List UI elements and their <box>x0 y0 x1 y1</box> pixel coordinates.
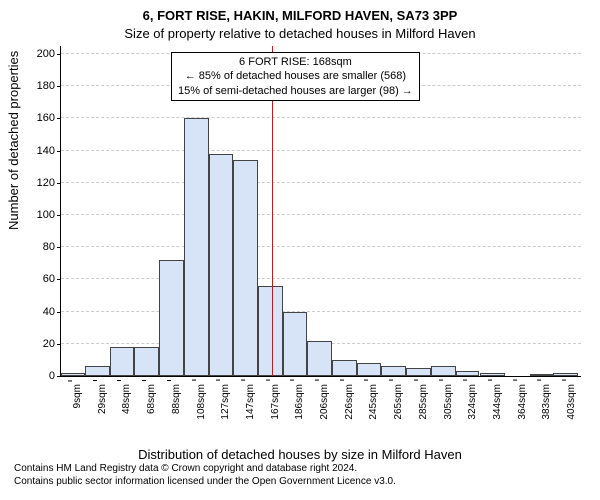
gridline <box>61 117 581 118</box>
x-tick-label: 48sqm <box>121 384 132 414</box>
plot-area: 0204060801001201401601802009sqm29sqm48sq… <box>60 46 581 377</box>
x-tick-label: 245sqm <box>368 384 379 420</box>
histogram-bar <box>456 371 480 376</box>
x-tick-label: 285sqm <box>418 384 429 420</box>
histogram-bar <box>283 312 307 376</box>
histogram-bar <box>134 347 159 376</box>
histogram-bar <box>332 360 357 376</box>
x-tick-label: 206sqm <box>319 384 330 420</box>
histogram-bar <box>110 347 134 376</box>
gridline <box>61 246 581 247</box>
y-tick-label: 20 <box>43 338 61 350</box>
x-tick-label: 88sqm <box>171 384 182 414</box>
histogram-bar <box>85 366 110 376</box>
gridline <box>61 214 581 215</box>
chart-subtitle: Size of property relative to detached ho… <box>0 26 600 41</box>
y-tick-label: 160 <box>37 112 61 124</box>
histogram-bar <box>184 118 209 376</box>
histogram-bar <box>159 260 184 376</box>
histogram-bar <box>209 154 233 376</box>
histogram-bar <box>530 374 554 376</box>
y-tick-label: 120 <box>37 177 61 189</box>
footnote: Contains HM Land Registry data © Crown c… <box>14 463 396 488</box>
x-tick-label: 383sqm <box>541 384 552 420</box>
annotation-box: 6 FORT RISE: 168sqm← 85% of detached hou… <box>171 52 420 101</box>
x-tick-label: 147sqm <box>245 384 256 420</box>
histogram-bar <box>258 286 283 376</box>
x-tick-label: 344sqm <box>492 384 503 420</box>
gridline <box>61 311 581 312</box>
histogram-bar <box>357 363 381 376</box>
histogram-bar <box>61 373 85 376</box>
histogram-bar <box>431 366 456 376</box>
x-tick-label: 364sqm <box>517 384 528 420</box>
x-tick-label: 324sqm <box>467 384 478 420</box>
x-axis-label: Distribution of detached houses by size … <box>0 447 600 462</box>
histogram-bar <box>233 160 258 376</box>
annotation-line: ← 85% of detached houses are smaller (56… <box>178 69 413 83</box>
x-tick-label: 186sqm <box>294 384 305 420</box>
footnote-line1: Contains HM Land Registry data © Crown c… <box>14 463 396 476</box>
chart-container: 6, FORT RISE, HAKIN, MILFORD HAVEN, SA73… <box>0 0 600 500</box>
y-tick-label: 200 <box>37 48 61 60</box>
x-tick-label: 167sqm <box>270 384 281 420</box>
chart-title: 6, FORT RISE, HAKIN, MILFORD HAVEN, SA73… <box>0 8 600 23</box>
y-tick-label: 60 <box>43 273 61 285</box>
x-tick-label: 29sqm <box>97 384 108 414</box>
footnote-line2: Contains public sector information licen… <box>14 476 396 489</box>
x-tick-label: 403sqm <box>566 384 577 420</box>
gridline <box>61 182 581 183</box>
gridline <box>61 278 581 279</box>
histogram-bar <box>307 341 332 376</box>
x-tick-label: 108sqm <box>196 384 207 420</box>
histogram-bar <box>553 373 578 376</box>
y-tick-label: 140 <box>37 145 61 157</box>
gridline <box>61 150 581 151</box>
histogram-bar <box>406 368 431 376</box>
histogram-bar <box>381 366 406 376</box>
x-tick-label: 305sqm <box>443 384 454 420</box>
x-tick-label: 9sqm <box>72 384 83 408</box>
x-tick-label: 226sqm <box>344 384 355 420</box>
histogram-bar <box>480 373 505 376</box>
y-tick-label: 80 <box>43 241 61 253</box>
x-tick-label: 68sqm <box>146 384 157 414</box>
y-axis-label: Number of detached properties <box>6 51 21 230</box>
y-tick-label: 180 <box>37 80 61 92</box>
annotation-line: 15% of semi-detached houses are larger (… <box>178 84 413 98</box>
annotation-line: 6 FORT RISE: 168sqm <box>178 55 413 69</box>
x-tick-label: 265sqm <box>393 384 404 420</box>
y-tick-label: 100 <box>37 209 61 221</box>
x-tick-label: 127sqm <box>220 384 231 420</box>
y-tick-label: 40 <box>43 306 61 318</box>
y-tick-label: 0 <box>49 370 61 382</box>
